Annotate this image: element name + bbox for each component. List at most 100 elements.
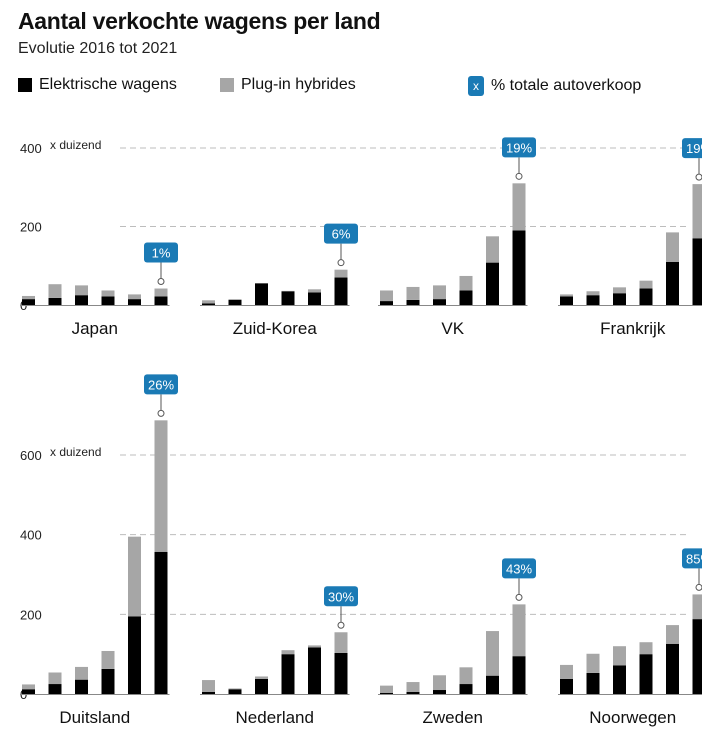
bar-electric	[486, 675, 499, 694]
share-badge-label: 19%	[506, 140, 532, 155]
bar-hybrid	[22, 684, 35, 690]
bar-electric	[406, 299, 420, 305]
country-label: Zweden	[423, 708, 483, 727]
y-tick-label: 600	[20, 448, 42, 463]
badge-dot	[695, 173, 702, 181]
legend-label-share: % totale autoverkoop	[491, 77, 642, 94]
bar-hybrid	[692, 184, 702, 239]
bar-electric	[22, 299, 35, 305]
bar-hybrid	[281, 650, 295, 655]
y-unit-label: x duizend	[50, 445, 101, 459]
panel-zuid-korea: Zuid-Korea 6%	[200, 223, 358, 338]
share-badge-label: 43%	[506, 561, 532, 576]
share-badge-label: 19%	[686, 141, 702, 156]
share-badge	[502, 558, 536, 579]
legend-item-share: x % totale autoverkoop	[468, 76, 641, 96]
bar-hybrid	[486, 236, 499, 263]
bar-hybrid	[639, 280, 653, 289]
bar-electric	[281, 291, 295, 305]
bar-electric	[48, 684, 62, 694]
bar-electric	[512, 230, 526, 305]
bar-electric	[334, 277, 348, 305]
bar-electric	[433, 690, 446, 694]
badge-dot	[157, 278, 165, 286]
bar-electric	[48, 297, 62, 305]
bar-electric	[308, 647, 321, 694]
y-tick-label: 400	[20, 528, 42, 543]
country-label: Nederland	[236, 708, 314, 727]
badge-dot	[515, 172, 523, 180]
bar-electric	[459, 684, 473, 694]
bar-hybrid	[154, 288, 168, 297]
bar-hybrid	[433, 285, 446, 300]
bar-hybrid	[666, 625, 679, 644]
bar-hybrid	[380, 685, 393, 693]
bar-hybrid	[692, 594, 702, 620]
share-badge	[502, 137, 536, 158]
bar-hybrid	[406, 286, 420, 300]
bar-hybrid	[586, 291, 600, 296]
bar-electric	[639, 654, 653, 694]
legend-item-hybrid: Plug-in hybrides	[220, 76, 356, 94]
bar-hybrid	[560, 664, 573, 679]
legend-label-electric: Elektrische wagens	[39, 76, 177, 93]
bar-hybrid	[255, 676, 268, 679]
bar-electric	[202, 303, 215, 305]
bar-electric	[433, 299, 446, 305]
bar-electric	[75, 679, 88, 694]
panel-vk: VK 19%	[378, 137, 536, 338]
bar-electric	[380, 692, 393, 694]
share-badge	[324, 586, 358, 607]
country-label: Frankrijk	[600, 319, 666, 338]
bar-electric	[666, 261, 679, 305]
share-badge-label: 1%	[152, 246, 171, 261]
legend-badge-icon: x	[468, 76, 484, 96]
country-label: Duitsland	[59, 708, 130, 727]
share-badge	[682, 548, 702, 569]
legend: Elektrische wagens Plug-in hybrides x % …	[18, 76, 688, 100]
bar-electric	[128, 616, 141, 694]
badge-dot	[515, 593, 523, 601]
bar-electric	[613, 293, 626, 305]
bar-electric	[154, 551, 168, 694]
bar-hybrid	[48, 672, 62, 685]
bar-electric	[560, 678, 573, 694]
bar-hybrid	[639, 642, 653, 655]
panel-frankrijk: Frankrijk 19%	[558, 138, 702, 338]
y-tick-label: 200	[20, 220, 42, 235]
bar-hybrid	[202, 680, 215, 693]
bar-electric	[586, 672, 600, 694]
bar-electric	[639, 288, 653, 305]
bar-hybrid	[334, 269, 348, 278]
bar-electric	[380, 301, 393, 305]
bar-electric	[255, 283, 268, 305]
share-badge	[144, 374, 178, 395]
legend-item-electric: Elektrische wagens	[18, 76, 177, 94]
bar-electric	[692, 238, 702, 305]
bar-electric	[255, 678, 268, 694]
bar-electric	[308, 292, 321, 305]
bar-electric	[692, 619, 702, 694]
bar-hybrid	[308, 289, 321, 293]
country-label: Noorwegen	[589, 708, 676, 727]
y-tick-label: 400	[20, 141, 42, 156]
bar-electric	[101, 296, 115, 305]
bar-electric	[406, 692, 420, 694]
bar-electric	[75, 295, 88, 305]
badge-dot	[337, 259, 345, 267]
share-badge-label: 30%	[328, 589, 354, 604]
bar-electric	[202, 692, 215, 694]
panel-nederland: Nederland 30%	[200, 586, 358, 727]
bar-electric	[512, 656, 526, 694]
chart-subtitle: Evolutie 2016 tot 2021	[18, 40, 178, 57]
bar-hybrid	[128, 294, 141, 300]
country-label: VK	[441, 319, 464, 338]
bar-electric	[334, 652, 348, 694]
bar-hybrid	[512, 183, 526, 231]
bar-hybrid	[512, 604, 526, 657]
chart-row-2: 0200400600x duizendDuitsland26%Nederland…	[20, 374, 702, 727]
share-badge	[682, 138, 702, 159]
share-badge	[324, 223, 358, 244]
share-badge-label: 85%	[686, 551, 702, 566]
